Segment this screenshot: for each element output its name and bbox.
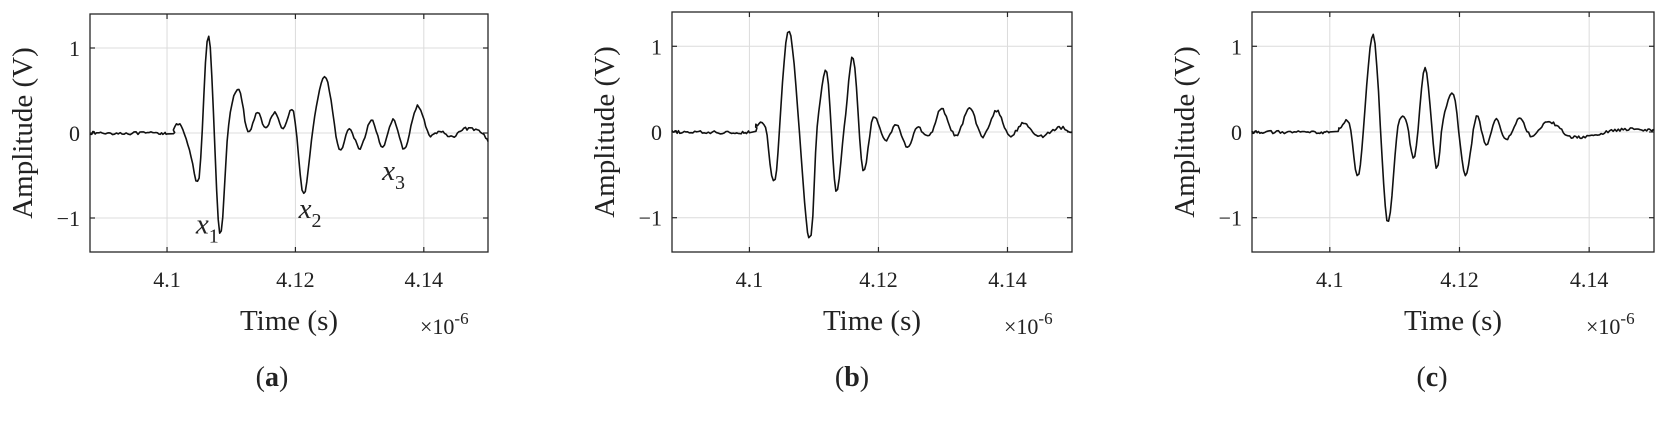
annotation-label: x3 bbox=[381, 155, 405, 194]
y-tick-label: −1 bbox=[1219, 206, 1242, 231]
x-axis-exponent: ×10-6 bbox=[1586, 309, 1635, 339]
x-axis-label: Time (s) bbox=[240, 305, 338, 337]
y-tick-label: 1 bbox=[1231, 34, 1242, 59]
x-axis-exponent: ×10-6 bbox=[420, 309, 469, 339]
y-tick-label: 0 bbox=[651, 120, 662, 145]
x-tick-label: 4.14 bbox=[988, 267, 1027, 292]
y-tick-label: 1 bbox=[651, 34, 662, 59]
panel-caption: (c) bbox=[1416, 362, 1447, 393]
x-tick-label: 4.12 bbox=[1440, 267, 1479, 292]
x-axis-label: Time (s) bbox=[1404, 305, 1502, 337]
series-line bbox=[89, 35, 489, 235]
x-tick-label: 4.14 bbox=[405, 267, 444, 292]
series-line bbox=[1251, 33, 1655, 222]
panel-caption: (a) bbox=[256, 362, 289, 393]
x-tick-label: 4.14 bbox=[1570, 267, 1609, 292]
x-tick-label: 4.12 bbox=[859, 267, 898, 292]
y-tick-label: 1 bbox=[69, 36, 80, 61]
y-axis-label: Amplitude (V) bbox=[1169, 46, 1201, 218]
y-axis-label: Amplitude (V) bbox=[7, 47, 39, 219]
panel-c: 4.1 4.12 4.14 −1 0 1 Time (s) Amplitude (V) ×10-… bbox=[1169, 11, 1655, 393]
annotation-label: x1 bbox=[195, 208, 219, 247]
y-tick-label: 0 bbox=[1231, 120, 1242, 145]
x-axis-label: Time (s) bbox=[823, 305, 921, 337]
x-tick-label: 4.1 bbox=[736, 267, 764, 292]
panel-b: 4.1 4.12 4.14 −1 0 1 Time (s) Amplitude (V) ×10-… bbox=[589, 11, 1073, 393]
y-tick-label: 0 bbox=[69, 121, 80, 146]
panel-caption: (b) bbox=[835, 362, 869, 393]
x-axis-exponent: ×10-6 bbox=[1004, 309, 1053, 339]
x-tick-label: 4.12 bbox=[276, 267, 315, 292]
annotation-label: x2 bbox=[298, 193, 322, 232]
y-axis-label: Amplitude (V) bbox=[589, 46, 621, 218]
x-tick-label: 4.1 bbox=[1316, 267, 1344, 292]
y-tick-label: −1 bbox=[639, 206, 662, 231]
panel-a: 4.1 4.12 4.14 −1 0 1 Time (s) Amplitude (V) ×10-… bbox=[7, 13, 489, 393]
y-tick-label: −1 bbox=[57, 206, 80, 231]
x-tick-label: 4.1 bbox=[153, 267, 181, 292]
series-line bbox=[671, 30, 1073, 239]
